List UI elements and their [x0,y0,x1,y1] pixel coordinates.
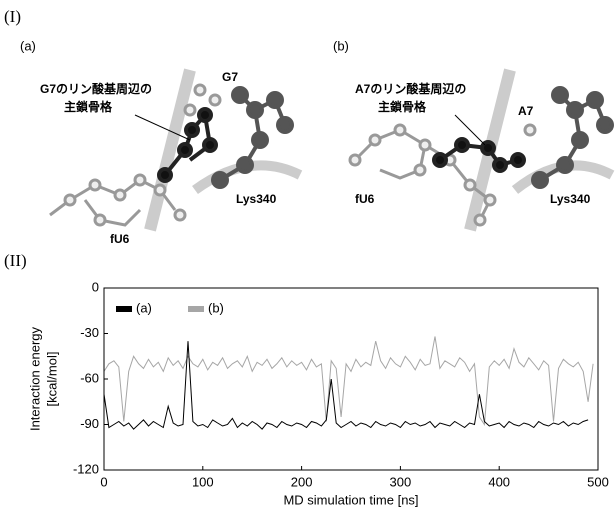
residue-label: Lys340 [236,192,277,206]
figure: (I) (a) (b) G7のリン酸基周辺の 主鎖骨格 G7 fU6 Lys34… [0,0,616,516]
x-tick-label: 300 [390,474,412,489]
series-line [104,337,593,425]
panel-label: (II) [4,251,27,270]
panel-label: (I) [4,7,21,26]
annotation: A7のリン酸基周辺の [355,81,466,96]
y-tick-label: 0 [92,279,99,294]
annotation: 主鎖骨格 [378,99,427,114]
y-tick-label: -90 [80,416,99,431]
legend-label: (a) [136,300,152,315]
x-tick-label: 200 [291,474,313,489]
y-axis-label: Interaction energy [27,326,42,431]
residue-label: G7 [222,70,238,84]
y-tick-label: -30 [80,325,99,340]
y-tick-label: -60 [80,370,99,385]
annotation: 主鎖骨格 [64,99,113,114]
x-tick-label: 100 [192,474,214,489]
series-line [104,341,588,429]
x-axis-label: MD simulation time [ns] [283,492,418,507]
legend-label: (b) [208,300,224,315]
residue-label: Lys340 [550,192,591,206]
y-tick-label: -120 [73,461,99,476]
x-tick-label: 500 [587,474,609,489]
chart: -120 -90 -60 -30 0 0 100 200 300 400 500 MD simulat… [27,279,608,507]
legend-swatch [116,306,132,312]
plot-frame [104,288,598,470]
x-tick-label: 0 [100,474,107,489]
annotation: G7のリン酸基周辺の [40,81,152,96]
base-label: fU6 [110,232,130,246]
sub-label: (b) [333,38,349,53]
sub-label: (a) [20,38,36,53]
y-axis-label: [kcal/mol] [44,352,59,407]
residue-label: A7 [518,104,534,118]
base-label: fU6 [355,192,375,206]
legend-swatch [188,306,204,312]
x-tick-label: 400 [488,474,510,489]
